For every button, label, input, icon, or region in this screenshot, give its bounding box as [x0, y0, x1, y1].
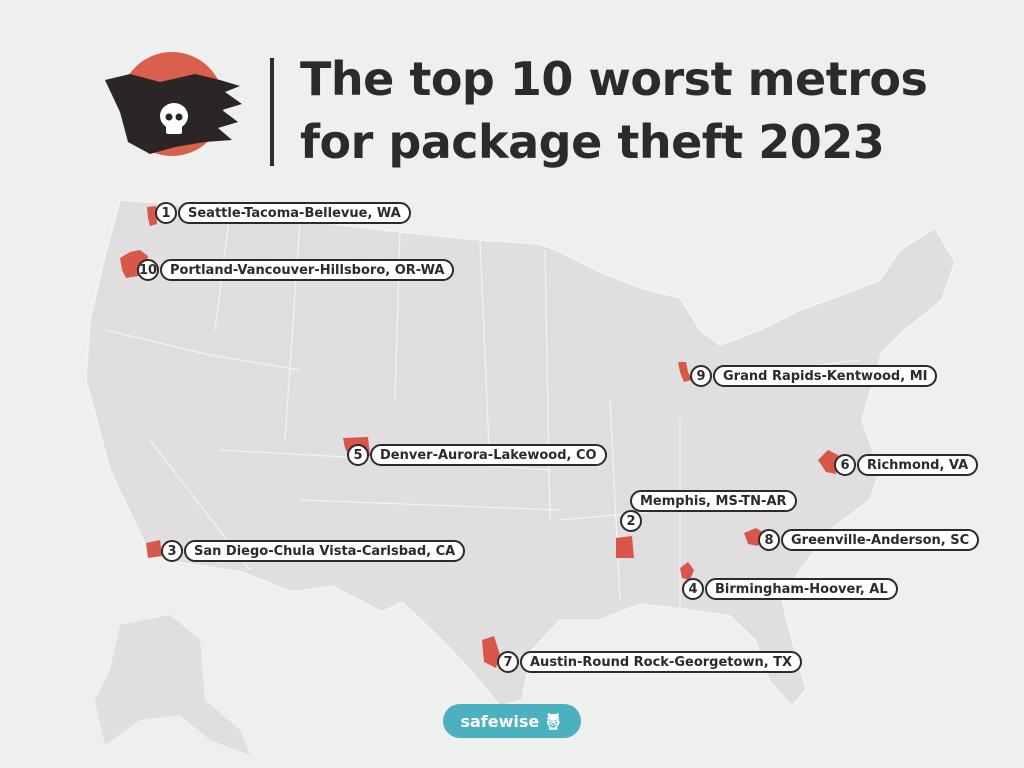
- owl-icon: 🦉︎: [543, 711, 564, 731]
- title-divider: [270, 58, 274, 166]
- metro-label: Portland-Vancouver-Hillsboro, OR-WA: [160, 259, 455, 281]
- title-line-1: The top 10 worst metros: [300, 52, 928, 106]
- metro-label: San Diego-Chula Vista-Carlsbad, CA: [184, 540, 466, 562]
- rank-badge: 8: [758, 529, 780, 551]
- metro-label: Richmond, VA: [857, 454, 979, 476]
- metro-shape-austin: [482, 636, 500, 668]
- title-line-2: for package theft 2023: [300, 115, 885, 169]
- metro-label: Seattle-Tacoma-Bellevue, WA: [178, 202, 411, 224]
- rank-badge: 2: [620, 510, 642, 532]
- metro-shape-grand-rapids: [678, 362, 692, 382]
- metro-shape-richmond: [818, 450, 838, 474]
- rank-badge: 7: [497, 651, 519, 673]
- metro-label: Denver-Aurora-Lakewood, CO: [370, 444, 607, 466]
- rank-badge: 1: [155, 202, 177, 224]
- rank-badge: 9: [690, 365, 712, 387]
- alaska: [95, 615, 250, 755]
- skull-icon: [160, 103, 188, 134]
- metro-shape-birmingham: [680, 562, 694, 580]
- metro-label: Grand Rapids-Kentwood, MI: [713, 365, 938, 387]
- metro-shape-memphis: [616, 536, 634, 558]
- brand-name: safewise: [460, 711, 540, 731]
- metro-label: Greenville-Anderson, SC: [781, 529, 980, 551]
- metro-shape-seattle: [147, 206, 157, 226]
- rank-badge: 5: [347, 444, 369, 466]
- pirate-flag-logo: [105, 52, 242, 156]
- page-title: The top 10 worst metros for package thef…: [300, 48, 928, 174]
- rank-badge: 3: [161, 540, 183, 562]
- safewise-logo: safewise 🦉︎: [443, 704, 581, 738]
- rank-badge: 4: [682, 578, 704, 600]
- rank-badge: 10: [137, 259, 159, 281]
- rank-badge: 6: [834, 454, 856, 476]
- metro-shape-san-diego: [146, 540, 162, 558]
- metro-label: Memphis, MS-TN-AR: [630, 490, 797, 512]
- metro-label: Birmingham-Hoover, AL: [705, 578, 898, 600]
- metro-label: Austin-Round Rock-Georgetown, TX: [520, 651, 803, 673]
